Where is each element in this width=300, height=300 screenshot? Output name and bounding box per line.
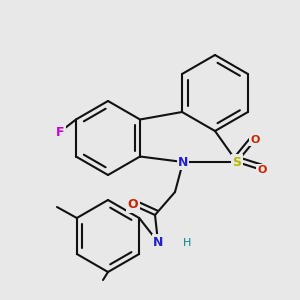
- Text: F: F: [56, 125, 64, 139]
- Text: O: O: [250, 135, 260, 145]
- Text: O: O: [128, 199, 138, 212]
- Text: N: N: [178, 155, 188, 169]
- Text: N: N: [153, 236, 163, 248]
- Text: O: O: [257, 165, 267, 175]
- Text: S: S: [232, 155, 242, 169]
- Text: H: H: [183, 238, 191, 248]
